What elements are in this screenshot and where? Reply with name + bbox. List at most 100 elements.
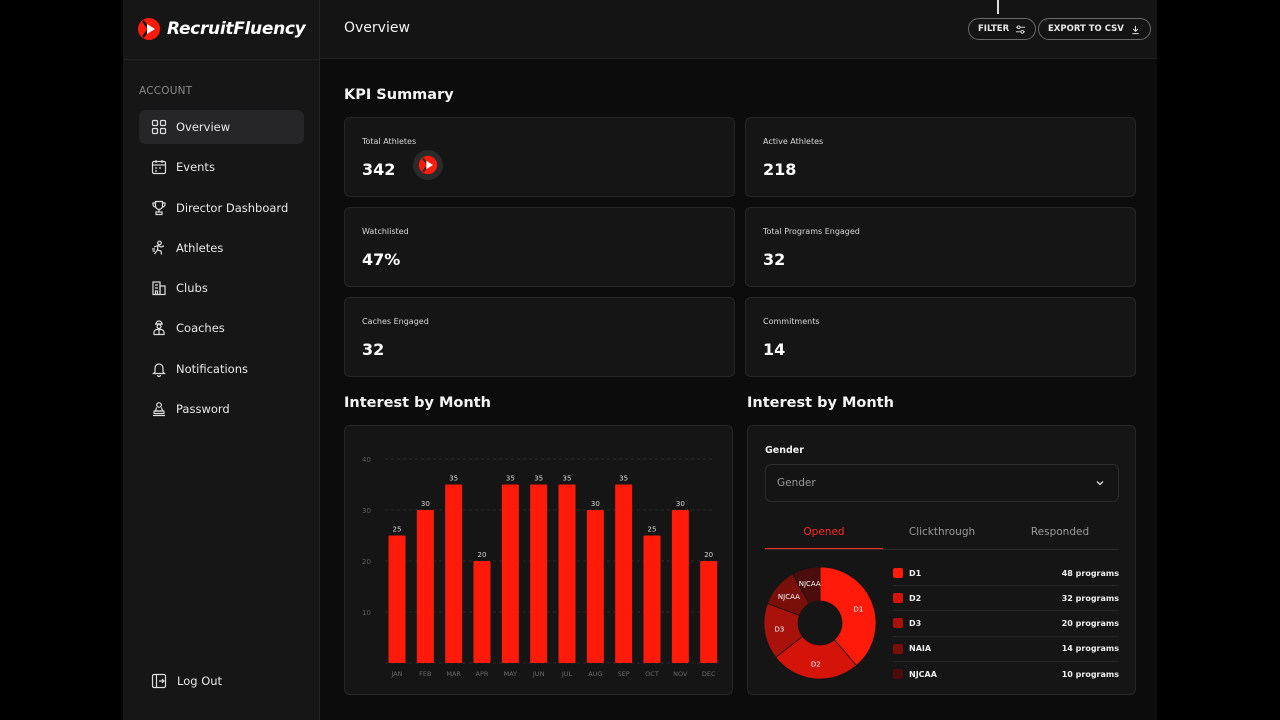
x-tick-label: JUL (561, 670, 573, 678)
bar (473, 561, 491, 663)
kpi-value: 342 (362, 160, 396, 179)
bar (501, 484, 519, 663)
tab-responded[interactable]: Responded (1030, 526, 1090, 538)
bar (558, 484, 576, 663)
bar-value-label: 35 (563, 475, 572, 483)
brand-logo[interactable]: RecruitFluency (137, 16, 306, 42)
y-tick-label: 40 (362, 456, 371, 464)
brand-name: RecruitFluency (167, 19, 306, 39)
sidebar-item-label: Director Dashboard (176, 200, 289, 215)
export-label: EXPORT TO CSV (1048, 24, 1124, 34)
legend-swatch (893, 568, 903, 579)
top-header: Overview FILTER EXPORT TO CSV (320, 0, 1157, 59)
filter-button[interactable]: FILTER (968, 18, 1037, 40)
kpi-card-total-programs-engaged: Total Programs Engaged 32 (745, 207, 1136, 287)
trophy-icon (151, 200, 167, 216)
sidebar-item-notifications[interactable]: Notifications (139, 352, 304, 386)
legend-name: D2 (909, 593, 922, 603)
gender-select[interactable]: Gender (765, 464, 1119, 502)
bar (700, 561, 718, 663)
sidebar-item-athletes[interactable]: Athletes (139, 231, 304, 265)
bar-value-label: 25 (648, 526, 657, 534)
sidebar-item-label: Events (176, 160, 215, 175)
x-tick-label: AUG (588, 670, 602, 678)
sidebar-item-events[interactable]: Events (139, 150, 304, 184)
bar-value-label: 30 (676, 500, 685, 508)
chevron-down-icon (1096, 481, 1104, 486)
kpi-card-caches-engaged: Caches Engaged 32 (344, 297, 735, 377)
logout-button[interactable]: Log Out (151, 673, 222, 689)
kpi-value: 32 (763, 250, 786, 269)
x-tick-label: DEC (702, 670, 716, 678)
sidebar-item-label: Notifications (176, 361, 248, 376)
bar-value-label: 30 (421, 500, 430, 508)
donut-slice (819, 566, 877, 667)
donut-label: D2 (811, 660, 821, 668)
sidebar-item-label: Coaches (176, 321, 225, 336)
bar-value-label: 35 (619, 475, 628, 483)
x-tick-label: JUN (532, 670, 545, 678)
donut-label: NJCAA (799, 580, 821, 588)
page-title: Overview (344, 20, 410, 36)
metric-tabs: Opened Clickthrough Responded (765, 526, 1119, 550)
coach-icon (151, 320, 167, 336)
y-tick-label: 10 (362, 609, 371, 617)
legend-swatch (893, 669, 903, 680)
x-tick-label: JAN (390, 670, 402, 678)
download-icon (1132, 25, 1139, 34)
kpi-label: Total Athletes (362, 137, 417, 146)
x-tick-label: MAY (504, 670, 518, 678)
x-tick-label: SEP (618, 670, 630, 678)
sidebar-nav: Overview Events Director Dashboard Athle… (139, 110, 304, 432)
donut-label: D1 (854, 605, 864, 613)
bar-value-label: 30 (591, 500, 600, 508)
grid-icon (151, 119, 167, 135)
sidebar-item-label: Clubs (176, 281, 208, 296)
sidebar-item-overview[interactable]: Overview (139, 110, 304, 144)
sidebar-item-password[interactable]: Password (139, 392, 304, 426)
kpi-label: Active Athletes (763, 137, 824, 146)
section-label: ACCOUNT (139, 85, 193, 97)
calendar-icon (151, 159, 167, 175)
y-tick-label: 20 (362, 558, 371, 566)
legend-value: 48 programs (1061, 568, 1119, 578)
kpi-label: Total Programs Engaged (763, 227, 860, 236)
kpi-card-active-athletes: Active Athletes 218 (745, 117, 1136, 197)
bar-value-label: 20 (704, 551, 713, 559)
tab-opened[interactable]: Opened (765, 526, 883, 550)
tab-clickthrough[interactable]: Clickthrough (908, 526, 976, 538)
legend-row-d3: D3 20 programs (893, 611, 1119, 637)
sidebar-item-coaches[interactable]: Coaches (139, 311, 304, 345)
donut-slice (775, 635, 858, 680)
kpi-value: 47% (362, 250, 401, 269)
export-csv-button[interactable]: EXPORT TO CSV (1038, 18, 1151, 40)
y-tick-label: 30 (362, 507, 371, 515)
logout-label: Log Out (177, 674, 223, 688)
sidebar-item-clubs[interactable]: Clubs (139, 271, 304, 305)
bar (671, 510, 689, 663)
bar (416, 510, 434, 663)
interest-filter-panel: Gender Gender Opened Clickthrough Respon… (747, 425, 1136, 695)
sidebar-item-director-dashboard[interactable]: Director Dashboard (139, 191, 304, 225)
legend-name: D1 (909, 568, 922, 578)
bar-chart-panel: 10 20 30 40 25 JAN 30 FEB 35 MAR 20 APR 35 MAY 35 JUN 35… (344, 425, 733, 695)
play-logo-icon (138, 18, 160, 40)
legend-row-njcaa: NJCAA 10 programs (893, 662, 1119, 687)
bar (530, 484, 548, 663)
legend-swatch (893, 593, 903, 604)
legend-value: 10 programs (1061, 669, 1119, 679)
legend-list: D1 48 programs D2 32 programs D3 20 prog… (893, 561, 1119, 687)
bar-value-label: 35 (506, 475, 515, 483)
kpi-value: 218 (763, 160, 797, 179)
divider (123, 59, 320, 60)
bar-value-label: 35 (534, 475, 543, 483)
bar (643, 535, 661, 663)
legend-value: 20 programs (1061, 618, 1119, 628)
bell-icon (151, 361, 167, 377)
kpi-card-total-athletes: Total Athletes 342 (344, 117, 735, 197)
interest-chart-title: Interest by Month (344, 395, 491, 411)
sidebar: RecruitFluency ACCOUNT Overview Events (123, 0, 320, 720)
lock-icon (151, 401, 167, 417)
kpi-label: Commitments (763, 317, 820, 326)
legend-name: NJCAA (909, 669, 937, 679)
